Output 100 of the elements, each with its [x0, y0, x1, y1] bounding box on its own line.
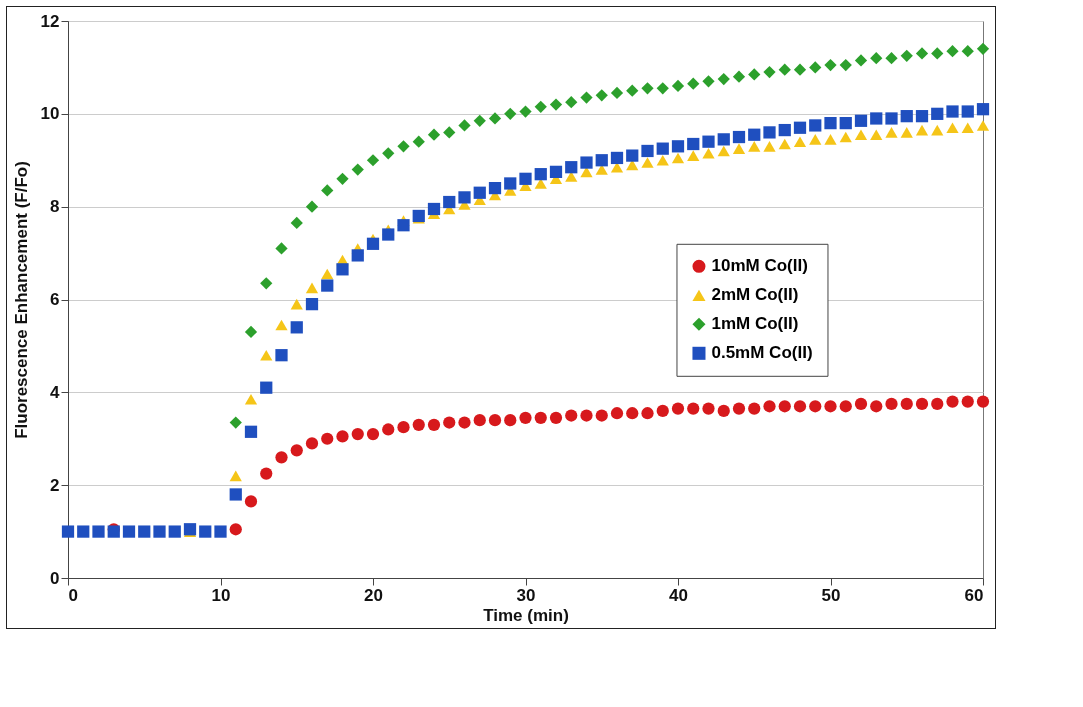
point [580, 409, 593, 422]
point [931, 124, 944, 136]
x-tick-label: 20 [364, 585, 383, 605]
point [626, 84, 639, 97]
x-tick-label: 50 [821, 585, 841, 605]
point [870, 52, 883, 65]
point [610, 86, 624, 100]
point [671, 402, 685, 415]
point [229, 470, 242, 482]
point [427, 128, 441, 141]
point [504, 107, 517, 120]
legend-label: 1mM Co(II) [711, 314, 799, 334]
point [656, 404, 669, 418]
point [976, 42, 990, 55]
point [458, 416, 471, 429]
point [290, 216, 303, 230]
point [382, 423, 395, 436]
legend-label: 0.5mM Co(II) [711, 343, 813, 363]
point [961, 395, 974, 408]
point [443, 126, 456, 139]
point [870, 129, 883, 141]
point [305, 437, 319, 450]
x-tick-label: 60 [964, 585, 984, 605]
point [702, 147, 715, 159]
point [778, 400, 791, 413]
x-tick-label: 30 [516, 585, 536, 605]
point [290, 444, 303, 457]
point [854, 397, 868, 411]
point [626, 407, 639, 420]
point [275, 242, 288, 255]
point [824, 134, 837, 145]
point [946, 122, 959, 134]
x-tick-label: 10 [211, 585, 231, 605]
point [778, 63, 791, 76]
point [260, 277, 273, 290]
point [900, 397, 913, 411]
point [458, 119, 471, 132]
point [900, 127, 913, 138]
point [549, 98, 563, 111]
point [839, 131, 852, 143]
point [488, 414, 502, 427]
point [671, 79, 685, 93]
point [427, 418, 441, 431]
point [839, 58, 852, 72]
point [824, 400, 837, 413]
point [519, 411, 532, 424]
point [351, 163, 364, 176]
point [885, 52, 898, 65]
point [305, 200, 319, 213]
point [915, 124, 929, 136]
point [595, 89, 608, 102]
point [336, 172, 349, 185]
x-tick-label: 40 [669, 585, 688, 605]
point [946, 45, 959, 58]
point [793, 63, 807, 76]
point [443, 416, 456, 429]
point [687, 402, 700, 415]
point [244, 325, 258, 339]
point [809, 400, 822, 413]
point [717, 145, 730, 157]
point [275, 319, 288, 331]
point [534, 411, 547, 424]
y-tick-label: 2 [50, 475, 60, 495]
y-tick-label: 12 [40, 11, 60, 31]
point [854, 129, 868, 141]
point [900, 49, 913, 62]
point [260, 467, 273, 480]
point [473, 114, 486, 127]
point [870, 400, 883, 413]
y-tick-label: 8 [50, 197, 60, 217]
point [793, 400, 807, 413]
point [687, 150, 700, 161]
y-tick-label: 6 [50, 290, 60, 309]
point [915, 397, 929, 411]
point [351, 428, 364, 441]
point [763, 400, 776, 413]
point [260, 349, 273, 361]
point [687, 77, 700, 90]
point [366, 428, 380, 441]
point [321, 184, 334, 197]
point [610, 407, 624, 420]
x-axis-title: Time (min) [483, 605, 569, 625]
point [504, 414, 517, 427]
point [854, 54, 868, 67]
point [290, 298, 303, 310]
point [397, 140, 410, 153]
point [519, 105, 532, 118]
y-tick-label: 4 [50, 382, 61, 402]
point [748, 402, 761, 415]
point [732, 143, 746, 154]
point [885, 127, 898, 138]
point [366, 154, 380, 167]
point [549, 411, 563, 424]
point [641, 82, 654, 95]
point [732, 402, 746, 415]
point [839, 400, 852, 413]
point [336, 430, 349, 443]
point [763, 141, 776, 152]
point [702, 75, 715, 88]
point [656, 154, 669, 166]
